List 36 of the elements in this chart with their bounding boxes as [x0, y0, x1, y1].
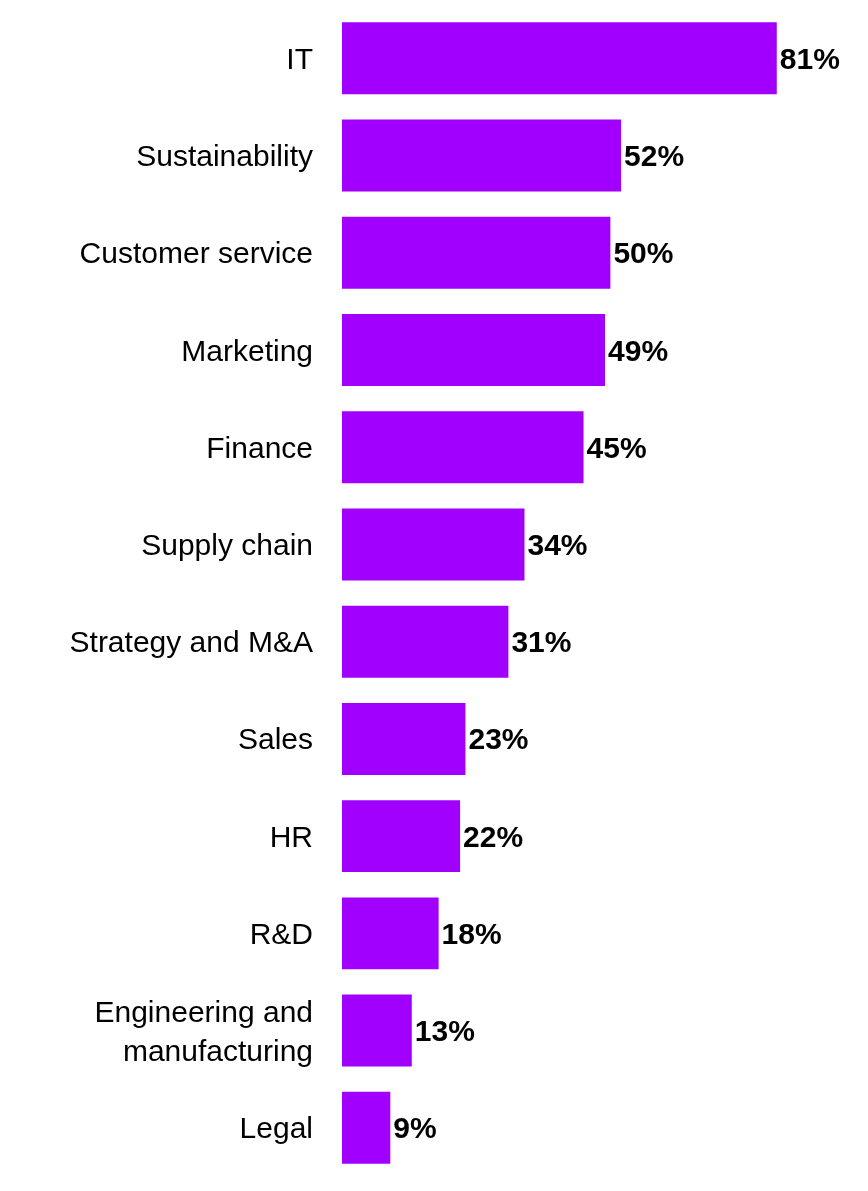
y-tick-label: Finance — [206, 430, 313, 464]
y-tick-label: Sustainability — [136, 139, 313, 173]
bar — [342, 119, 622, 192]
y-tick-label: Strategy and M&A — [69, 625, 313, 659]
y-tick-label: IT — [286, 41, 313, 75]
bar — [342, 1091, 391, 1164]
data-label: 9% — [393, 1111, 437, 1145]
data-label: 34% — [527, 527, 588, 561]
y-tick-label: Customer service — [79, 236, 313, 270]
y-tick-label: Legal — [239, 1111, 313, 1145]
y-tick-label: Supply chain — [141, 527, 313, 561]
y-tick-label: HR — [269, 819, 313, 853]
data-label: 31% — [511, 625, 572, 659]
bar — [342, 411, 584, 484]
bar — [342, 702, 466, 775]
bar — [342, 508, 525, 581]
data-label: 18% — [441, 916, 502, 950]
bar — [342, 800, 461, 873]
data-label: 23% — [468, 722, 529, 756]
y-tick-label: Marketing — [181, 333, 313, 367]
data-label: 52% — [624, 139, 685, 173]
data-label: 22% — [463, 819, 524, 853]
y-tick-label: R&D — [249, 916, 313, 950]
data-label: 45% — [586, 430, 647, 464]
bar — [342, 216, 611, 289]
y-tick-label: Engineering and manufacturing — [94, 994, 313, 1067]
bar — [342, 314, 605, 386]
bar — [342, 22, 777, 95]
bar — [342, 994, 412, 1067]
bar — [342, 897, 439, 970]
bar — [342, 605, 509, 678]
data-label: 50% — [613, 236, 674, 270]
y-tick-label: Sales — [237, 722, 313, 756]
data-label: 49% — [608, 333, 669, 367]
data-label: 13% — [414, 1014, 475, 1048]
data-label: 81% — [779, 41, 840, 75]
